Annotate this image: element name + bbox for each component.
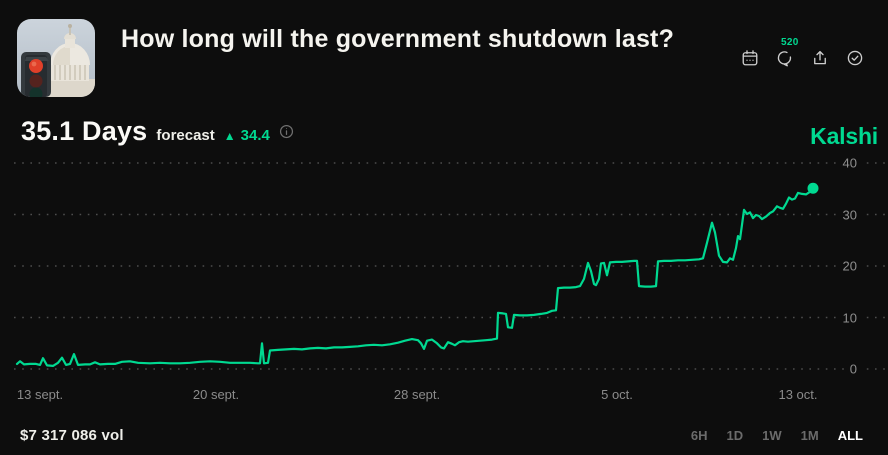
verified-button[interactable] [846, 49, 864, 67]
comments-count-badge: 520 [781, 37, 799, 48]
share-button[interactable] [811, 49, 829, 67]
comments-button[interactable]: 520 [776, 37, 798, 67]
range-1m[interactable]: 1M [800, 428, 819, 443]
x-axis-label: 20 sept. [192, 387, 240, 402]
x-axis-label: 28 sept. [393, 387, 441, 402]
capitol-traffic-light-image [17, 19, 95, 97]
comments-icon [777, 51, 792, 67]
page-title: How long will the government shutdown la… [121, 25, 675, 53]
y-axis-label: 10 [837, 310, 862, 325]
x-axis-label: 13 sept. [16, 387, 64, 402]
info-icon [279, 124, 293, 138]
x-axis-label: 5 oct. [601, 387, 633, 402]
range-1w[interactable]: 1W [762, 428, 782, 443]
y-axis-label: 40 [837, 155, 862, 171]
verified-icon [847, 50, 863, 66]
range-1d[interactable]: 1D [726, 428, 744, 443]
forecast-label: forecast [156, 127, 215, 144]
volume-label: $7 317 086 vol [20, 427, 124, 444]
y-axis-label: 20 [837, 258, 862, 274]
kalshi-logo: Kalshi [810, 123, 878, 149]
latest-value-dot [807, 182, 819, 194]
forecast-change-value: 34.4 [240, 127, 270, 144]
y-axis-label: 0 [844, 361, 862, 377]
info-button[interactable] [279, 124, 294, 144]
calendar-icon [742, 50, 758, 66]
time-range-selector: 6H 1D 1W 1M ALL [691, 428, 863, 443]
forecast-change: ▲ 34.4 [224, 127, 270, 144]
header-actions: 520 [741, 37, 864, 67]
range-6h[interactable]: 6H [690, 428, 708, 443]
x-axis-label: 13 oct. [778, 387, 818, 402]
up-triangle-icon: ▲ [223, 129, 236, 143]
forecast-series-line [15, 187, 815, 367]
forecast-row: 35.1 Days forecast ▲ 34.4 [21, 116, 294, 147]
range-all[interactable]: ALL [837, 428, 863, 443]
event-thumbnail [17, 19, 95, 97]
calendar-button[interactable] [741, 49, 759, 67]
forecast-value: 35.1 Days [21, 116, 148, 146]
share-icon [814, 50, 826, 65]
y-axis-label: 30 [837, 207, 862, 222]
